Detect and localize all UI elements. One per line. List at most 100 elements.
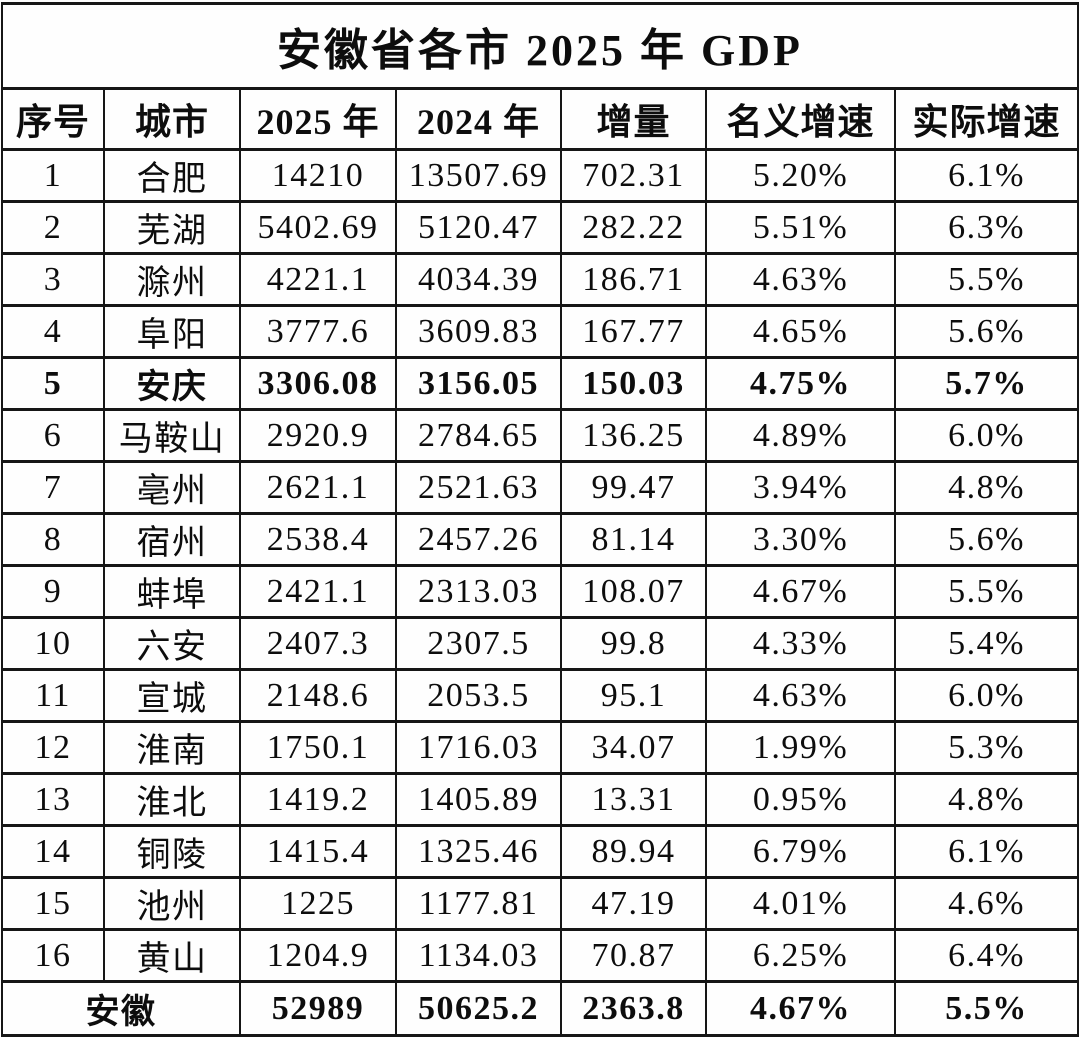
cell-no: 1 bbox=[1, 148, 105, 203]
table-row: 11 宣城 2148.6 2053.5 95.1 4.63% 6.0% bbox=[1, 668, 1079, 723]
cell-increment: 89.94 bbox=[559, 824, 707, 879]
col-header-nominal-growth: 名义增速 bbox=[704, 87, 897, 151]
cell-gdp2025: 2621.1 bbox=[238, 460, 398, 515]
cell-real_growth: 4.8% bbox=[894, 460, 1079, 515]
cell-gdp2025: 2148.6 bbox=[238, 668, 398, 723]
cell-nominal_growth: 4.01% bbox=[704, 876, 897, 931]
table-row: 15 池州 1225 1177.81 47.19 4.01% 4.6% bbox=[1, 876, 1079, 931]
cell-increment: 108.07 bbox=[559, 564, 707, 619]
cell-no: 12 bbox=[1, 720, 105, 775]
cell-increment: 99.8 bbox=[559, 616, 707, 671]
cell-gdp2024: 3609.83 bbox=[395, 304, 562, 359]
cell-gdp2024: 1716.03 bbox=[395, 720, 562, 775]
cell-nominal_growth: 0.95% bbox=[704, 772, 897, 827]
title-row: 安徽省各市 2025 年 GDP bbox=[1, 2, 1079, 90]
cell-city: 淮北 bbox=[103, 772, 241, 827]
cell-city: 铜陵 bbox=[103, 824, 241, 879]
cell-no: 8 bbox=[1, 512, 105, 567]
cell-gdp2025: 14210 bbox=[238, 148, 398, 203]
cell-increment: 70.87 bbox=[559, 928, 707, 983]
total-cell-increment: 2363.8 bbox=[559, 980, 707, 1037]
cell-gdp2025: 2538.4 bbox=[238, 512, 398, 567]
cell-city: 阜阳 bbox=[103, 304, 241, 359]
cell-gdp2024: 1177.81 bbox=[395, 876, 562, 931]
cell-real_growth: 5.6% bbox=[894, 304, 1079, 359]
cell-increment: 702.31 bbox=[559, 148, 707, 203]
total-label: 安徽 bbox=[1, 980, 241, 1037]
cell-gdp2025: 4221.1 bbox=[238, 252, 398, 307]
cell-nominal_growth: 5.51% bbox=[704, 200, 897, 255]
cell-increment: 150.03 bbox=[559, 356, 707, 411]
cell-gdp2024: 13507.69 bbox=[395, 148, 562, 203]
cell-city: 马鞍山 bbox=[103, 408, 241, 463]
cell-gdp2024: 1325.46 bbox=[395, 824, 562, 879]
cell-city: 淮南 bbox=[103, 720, 241, 775]
cell-nominal_growth: 6.25% bbox=[704, 928, 897, 983]
cell-city: 池州 bbox=[103, 876, 241, 931]
cell-no: 11 bbox=[1, 668, 105, 723]
cell-city: 安庆 bbox=[103, 356, 241, 411]
cell-gdp2024: 2457.26 bbox=[395, 512, 562, 567]
cell-gdp2025: 3777.6 bbox=[238, 304, 398, 359]
cell-gdp2024: 5120.47 bbox=[395, 200, 562, 255]
header-row: 序号 城市 2025 年 2024 年 增量 名义增速 实际增速 bbox=[1, 87, 1079, 151]
table-row: 4 阜阳 3777.6 3609.83 167.77 4.65% 5.6% bbox=[1, 304, 1079, 359]
cell-gdp2025: 2407.3 bbox=[238, 616, 398, 671]
cell-nominal_growth: 4.63% bbox=[704, 252, 897, 307]
table-row: 8 宿州 2538.4 2457.26 81.14 3.30% 5.6% bbox=[1, 512, 1079, 567]
cell-gdp2024: 3156.05 bbox=[395, 356, 562, 411]
cell-gdp2025: 1225 bbox=[238, 876, 398, 931]
cell-gdp2024: 2053.5 bbox=[395, 668, 562, 723]
cell-nominal_growth: 3.94% bbox=[704, 460, 897, 515]
cell-no: 13 bbox=[1, 772, 105, 827]
cell-increment: 136.25 bbox=[559, 408, 707, 463]
cell-increment: 99.47 bbox=[559, 460, 707, 515]
cell-increment: 13.31 bbox=[559, 772, 707, 827]
cell-city: 蚌埠 bbox=[103, 564, 241, 619]
col-header-2024: 2024 年 bbox=[395, 87, 562, 151]
cell-gdp2025: 1750.1 bbox=[238, 720, 398, 775]
cell-city: 宣城 bbox=[103, 668, 241, 723]
cell-no: 2 bbox=[1, 200, 105, 255]
cell-gdp2024: 2307.5 bbox=[395, 616, 562, 671]
table-row: 16 黄山 1204.9 1134.03 70.87 6.25% 6.4% bbox=[1, 928, 1079, 983]
cell-city: 滁州 bbox=[103, 252, 241, 307]
table-row: 6 马鞍山 2920.9 2784.65 136.25 4.89% 6.0% bbox=[1, 408, 1079, 463]
cell-gdp2025: 1415.4 bbox=[238, 824, 398, 879]
cell-city: 六安 bbox=[103, 616, 241, 671]
cell-gdp2024: 1405.89 bbox=[395, 772, 562, 827]
cell-gdp2024: 1134.03 bbox=[395, 928, 562, 983]
col-header-city: 城市 bbox=[103, 87, 241, 151]
cell-nominal_growth: 4.75% bbox=[704, 356, 897, 411]
cell-nominal_growth: 4.33% bbox=[704, 616, 897, 671]
total-cell-real_growth: 5.5% bbox=[894, 980, 1079, 1037]
cell-city: 宿州 bbox=[103, 512, 241, 567]
cell-no: 5 bbox=[1, 356, 105, 411]
table-row: 14 铜陵 1415.4 1325.46 89.94 6.79% 6.1% bbox=[1, 824, 1079, 879]
col-header-real-growth: 实际增速 bbox=[894, 87, 1079, 151]
cell-city: 芜湖 bbox=[103, 200, 241, 255]
cell-city: 合肥 bbox=[103, 148, 241, 203]
cell-gdp2024: 4034.39 bbox=[395, 252, 562, 307]
cell-increment: 186.71 bbox=[559, 252, 707, 307]
cell-real_growth: 4.8% bbox=[894, 772, 1079, 827]
cell-increment: 282.22 bbox=[559, 200, 707, 255]
table-row: 13 淮北 1419.2 1405.89 13.31 0.95% 4.8% bbox=[1, 772, 1079, 827]
cell-gdp2025: 3306.08 bbox=[238, 356, 398, 411]
table-body: 1 合肥 14210 13507.69 702.31 5.20% 6.1% 2 芜湖 5402.6… bbox=[1, 148, 1079, 1037]
cell-real_growth: 6.0% bbox=[894, 408, 1079, 463]
cell-increment: 47.19 bbox=[559, 876, 707, 931]
total-cell-gdp2025: 52989 bbox=[238, 980, 398, 1037]
cell-gdp2025: 5402.69 bbox=[238, 200, 398, 255]
total-row: 安徽 52989 50625.2 2363.8 4.67% 5.5% bbox=[1, 980, 1079, 1037]
cell-real_growth: 5.7% bbox=[894, 356, 1079, 411]
cell-no: 14 bbox=[1, 824, 105, 879]
cell-gdp2024: 2313.03 bbox=[395, 564, 562, 619]
table-row: 2 芜湖 5402.69 5120.47 282.22 5.51% 6.3% bbox=[1, 200, 1079, 255]
col-header-increment: 增量 bbox=[559, 87, 707, 151]
cell-no: 6 bbox=[1, 408, 105, 463]
cell-gdp2024: 2784.65 bbox=[395, 408, 562, 463]
cell-nominal_growth: 1.99% bbox=[704, 720, 897, 775]
table-row: 10 六安 2407.3 2307.5 99.8 4.33% 5.4% bbox=[1, 616, 1079, 671]
